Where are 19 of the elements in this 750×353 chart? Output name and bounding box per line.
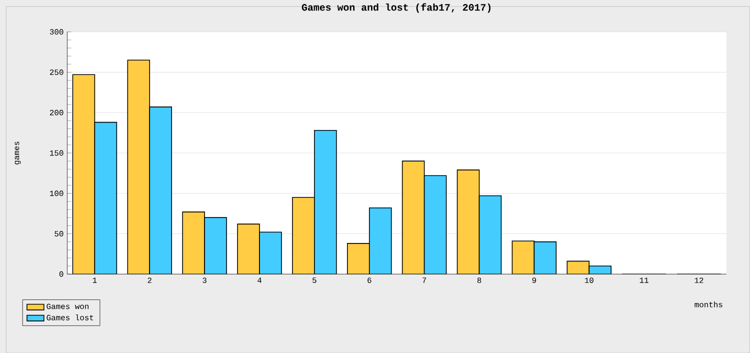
- bar: [94, 122, 118, 274]
- bar: [512, 240, 535, 274]
- bar: [204, 217, 227, 274]
- bar: [149, 106, 172, 274]
- bar: [314, 130, 337, 274]
- bar: [456, 169, 480, 274]
- bar: [127, 60, 150, 274]
- bar: [347, 242, 370, 274]
- bar: [478, 195, 502, 274]
- bar: [534, 241, 557, 274]
- chart-title: Games won and lost (fab17, 2017): [302, 3, 490, 13]
- bar: [402, 160, 425, 274]
- bar: [182, 211, 205, 274]
- bar: [368, 207, 392, 274]
- bar: [259, 232, 282, 274]
- bar: [72, 74, 96, 274]
- bar: [424, 175, 447, 274]
- bar: [237, 224, 260, 274]
- bar: [292, 196, 315, 274]
